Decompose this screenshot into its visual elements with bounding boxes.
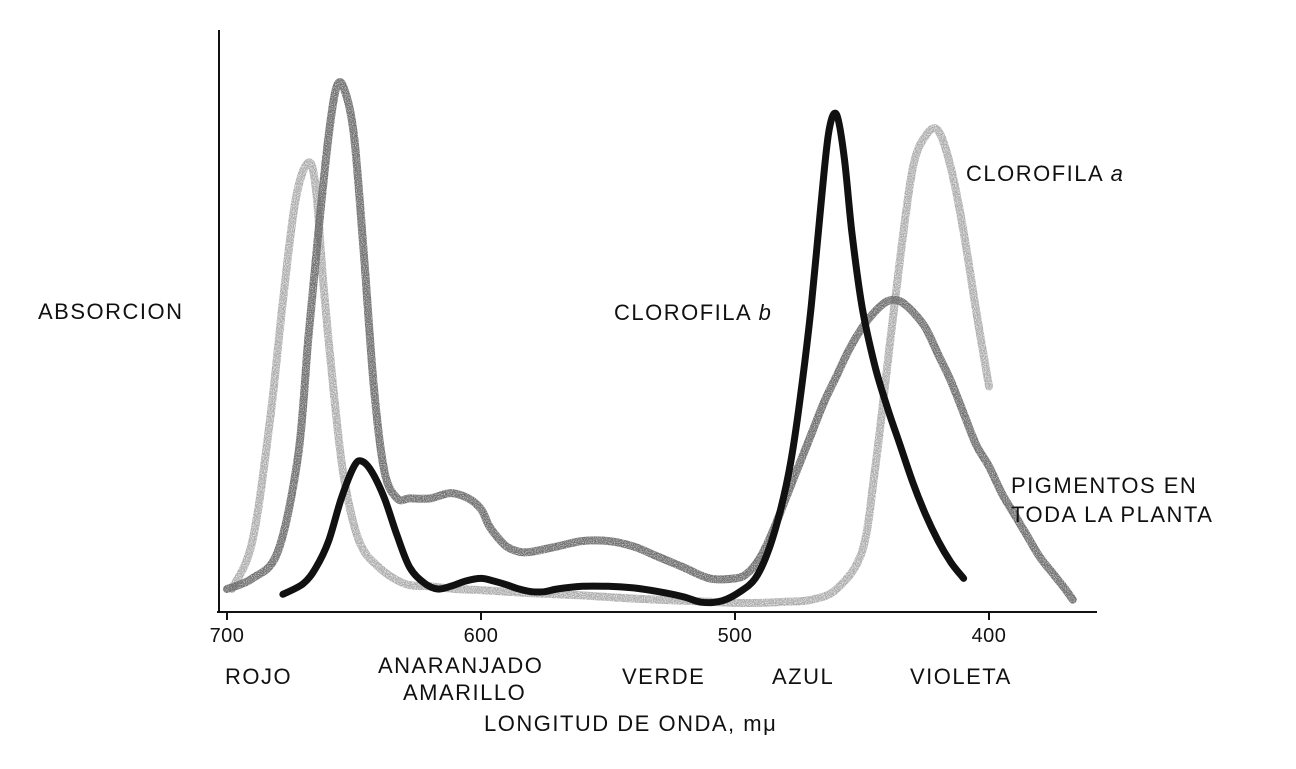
x-tick-label: 400 (972, 625, 1007, 647)
series-line-clorofila-b (279, 109, 968, 607)
band-label-azul: AZUL (772, 664, 834, 689)
band-label-rojo: ROJO (225, 664, 292, 689)
x-tick-label: 700 (210, 625, 245, 647)
band-label-violeta: VIOLETA (910, 664, 1012, 689)
x-tick-label: 500 (718, 625, 753, 647)
series-label-clorofila-a: CLOROFILA a (966, 161, 1124, 186)
x-ticks: 700 600 500 400 (210, 612, 1007, 647)
series-label-clorofila-b: CLOROFILA b (614, 300, 772, 325)
series-line-clorofila-a (228, 124, 993, 607)
series-label-pigmentos-line1: PIGMENTOS EN (1011, 473, 1197, 498)
band-label-anaranjado: ANARANJADO (378, 653, 543, 678)
series-label-text: CLOROFILA (614, 300, 759, 325)
series-line-pigmentos-planta (223, 78, 1077, 604)
band-label-amarillo: AMARILLO (403, 680, 526, 705)
y-axis-title: ABSORCION (38, 299, 184, 324)
series-label-text: CLOROFILA (966, 161, 1111, 186)
x-tick-label: 600 (464, 625, 499, 647)
series-label-letter: b (759, 300, 773, 325)
x-axis-title: LONGITUD DE ONDA, mμ (484, 711, 777, 736)
series-label-pigmentos-line2: TODA LA PLANTA (1011, 502, 1213, 527)
series-label-letter: a (1111, 161, 1125, 186)
band-label-verde: VERDE (622, 664, 705, 689)
